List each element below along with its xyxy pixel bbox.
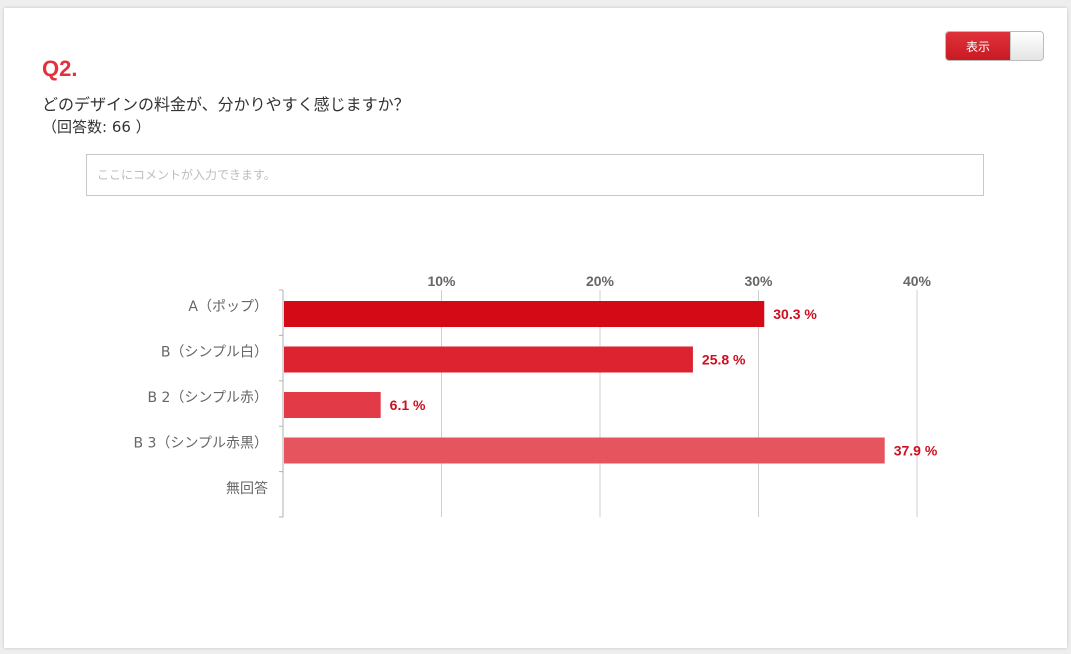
x-tick-label: 40%: [903, 273, 932, 289]
x-tick-label: 10%: [427, 273, 456, 289]
bar[interactable]: [284, 301, 765, 327]
bar[interactable]: [284, 392, 381, 418]
response-count: （回答数: 66 ）: [42, 118, 151, 136]
toggle-knob[interactable]: [1010, 32, 1043, 60]
question-text: どのデザインの料金が、分かりやすく感じますか？: [42, 95, 410, 114]
category-label: B 2（シンプル赤）: [147, 390, 268, 406]
value-label: 25.8 %: [702, 352, 746, 368]
display-toggle[interactable]: 表示: [945, 31, 1044, 61]
value-label: 37.9 %: [894, 443, 938, 459]
value-label: 6.1 %: [390, 397, 426, 413]
x-tick-label: 20%: [586, 273, 615, 289]
question-number: Q2.: [42, 56, 78, 81]
x-tick-label: 30%: [744, 273, 773, 289]
bar[interactable]: [284, 437, 885, 464]
category-label: 無回答: [226, 480, 268, 497]
value-label: 30.3 %: [773, 306, 817, 322]
category-label: A（ポップ）: [188, 299, 268, 315]
toggle-label: 表示: [946, 32, 1010, 60]
bar[interactable]: [284, 346, 693, 373]
comment-input[interactable]: [86, 154, 984, 196]
category-label: B（シンプル白）: [161, 345, 268, 361]
category-label: B 3（シンプル赤黒）: [133, 436, 268, 452]
question-card: Q2. どのデザインの料金が、分かりやすく感じますか？ （回答数: 66 ） 表…: [4, 8, 1067, 648]
